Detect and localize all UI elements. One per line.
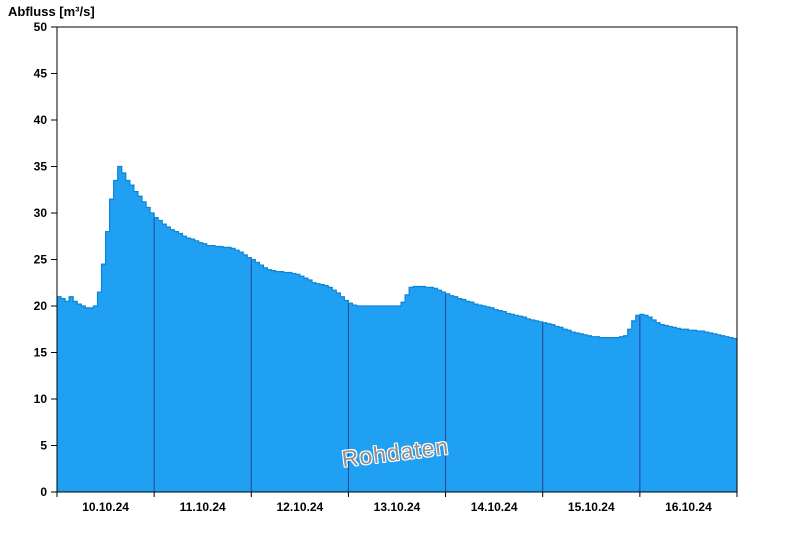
y-axis-title: Abfluss [m³/s]: [8, 4, 95, 19]
x-tick-label: 14.10.24: [471, 500, 518, 514]
y-tick-label: 50: [34, 20, 48, 34]
y-tick-label: 30: [34, 206, 48, 220]
y-tick-label: 40: [34, 113, 48, 127]
y-tick-label: 35: [34, 160, 48, 174]
y-axis: 0 5 10 15 20 25 30 35 40 45 50: [34, 20, 57, 499]
x-tick-label: 10.10.24: [82, 500, 129, 514]
y-tick-label: 5: [40, 439, 47, 453]
x-tick-label: 13.10.24: [374, 500, 421, 514]
y-tick-label: 25: [34, 253, 48, 267]
discharge-line: [57, 165, 738, 340]
y-tick-label: 0: [40, 485, 47, 499]
discharge-area: [57, 166, 737, 492]
x-tick-label: 11.10.24: [180, 500, 226, 514]
y-tick-label: 10: [34, 392, 48, 406]
y-tick-label: 20: [34, 299, 48, 313]
x-tick-label: 15.10.24: [568, 500, 615, 514]
x-tick-label: 12.10.24: [276, 500, 323, 514]
x-tick-label: 16.10.24: [665, 500, 712, 514]
x-axis: 10.10.24 11.10.24 12.10.24 13.10.24 14.10.24…: [56, 492, 738, 514]
y-tick-label: 45: [34, 67, 48, 81]
y-tick-label: 15: [34, 346, 48, 360]
